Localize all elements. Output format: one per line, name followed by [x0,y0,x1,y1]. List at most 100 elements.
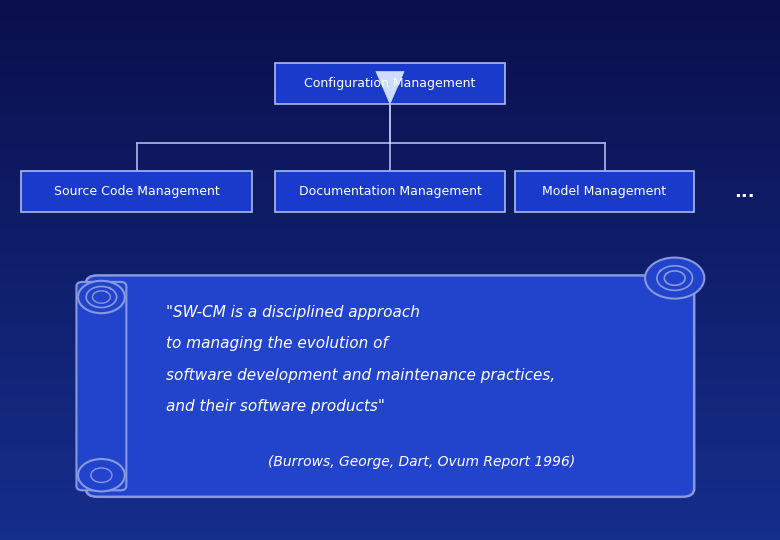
Text: to managing the evolution of: to managing the evolution of [166,336,388,352]
Bar [0,54,780,60]
Bar [0,122,780,128]
Bar [0,102,780,108]
Bar [0,297,780,303]
Bar [0,492,780,500]
Bar [0,27,780,33]
FancyBboxPatch shape [76,282,126,490]
Bar [0,141,780,149]
Circle shape [90,468,112,483]
Bar [0,263,780,270]
FancyBboxPatch shape [275,64,505,104]
Bar [0,47,780,54]
FancyBboxPatch shape [86,275,694,497]
Bar [0,411,780,418]
Bar [0,0,780,6]
Bar [0,168,780,176]
Bar [0,20,780,27]
Bar [0,209,780,216]
Bar [0,237,780,243]
FancyBboxPatch shape [515,172,694,212]
Bar [0,345,780,351]
Bar [0,513,780,519]
FancyBboxPatch shape [21,172,251,212]
Text: Source Code Management: Source Code Management [54,185,219,198]
Bar [0,453,780,459]
Bar [0,534,780,540]
Bar [0,115,780,122]
Bar [0,256,780,263]
Bar [0,243,780,249]
Bar [0,148,780,156]
Bar [0,446,780,453]
Bar [0,500,780,507]
Bar [0,338,780,345]
Bar [0,135,780,141]
Bar [0,372,780,378]
Bar [0,291,780,297]
Bar [0,155,780,162]
Text: "SW-CM is a disciplined approach: "SW-CM is a disciplined approach [166,305,420,320]
Bar [0,459,780,465]
Text: software development and maintenance practices,: software development and maintenance pra… [166,368,555,383]
Bar [0,351,780,357]
Bar [0,507,780,513]
Bar [0,465,780,472]
Bar [0,357,780,364]
Bar [0,418,780,426]
Bar [0,222,780,230]
Bar [0,384,780,391]
Bar [0,284,780,291]
Bar [0,202,780,209]
Bar [0,270,780,276]
Bar [0,438,780,445]
Bar [0,40,780,47]
Circle shape [78,459,125,491]
Bar [0,230,780,237]
Text: Configuration Management: Configuration Management [304,77,476,90]
Bar [0,472,780,480]
Bar [0,176,780,183]
Bar [0,303,780,310]
Text: Documentation Management: Documentation Management [299,185,481,198]
Bar [0,330,780,338]
Bar [0,249,780,256]
Text: Model Management: Model Management [542,185,667,198]
Bar [0,480,780,486]
Polygon shape [376,71,404,104]
Bar [0,526,780,534]
Bar [0,432,780,438]
Bar [0,378,780,384]
Bar [0,128,780,135]
Bar [0,426,780,432]
Bar [0,364,780,372]
Bar [0,183,780,189]
Bar [0,392,780,399]
Bar [0,216,780,222]
Bar [0,318,780,324]
Bar [0,405,780,411]
Bar [0,519,780,526]
Text: and their software products": and their software products" [166,399,385,414]
Bar [0,68,780,74]
Bar [0,60,780,68]
Bar [0,276,780,284]
Bar [0,310,780,317]
Text: (Burrows, George, Dart, Ovum Report 1996): (Burrows, George, Dart, Ovum Report 1996… [268,455,575,469]
Bar [0,324,780,330]
Bar [0,6,780,14]
Bar [0,195,780,202]
Circle shape [645,258,704,299]
Text: ...: ... [735,183,755,201]
Bar [0,81,780,87]
Bar [0,74,780,81]
Bar [0,33,780,40]
Circle shape [78,281,125,313]
Bar [0,399,780,405]
Bar [0,108,780,115]
Bar [0,486,780,492]
FancyBboxPatch shape [275,172,505,212]
Bar [0,189,780,195]
Bar [0,14,780,20]
Bar [0,94,780,102]
Bar [0,162,780,168]
